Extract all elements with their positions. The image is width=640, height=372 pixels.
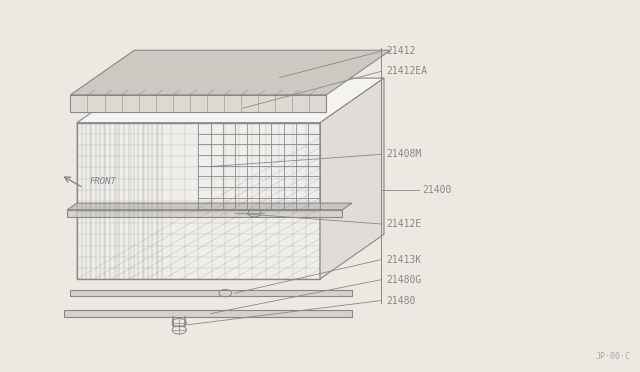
Text: 21480G: 21480G [386,275,421,285]
Text: 21412: 21412 [386,46,415,56]
Text: 21413K: 21413K [386,255,421,264]
Text: JP·00·C: JP·00·C [595,352,630,361]
Polygon shape [77,78,384,123]
Text: FRONT: FRONT [90,177,116,186]
Polygon shape [67,203,352,210]
Text: 21408M: 21408M [386,150,421,159]
Polygon shape [77,123,320,279]
Text: 21412EA: 21412EA [386,67,427,76]
Text: 21400: 21400 [422,185,452,195]
Polygon shape [320,78,384,279]
Text: 21412E: 21412E [386,219,421,229]
Polygon shape [70,290,352,296]
Polygon shape [67,210,342,217]
Text: 21480: 21480 [386,296,415,305]
Polygon shape [64,310,352,317]
Polygon shape [70,95,326,112]
Polygon shape [70,50,390,95]
